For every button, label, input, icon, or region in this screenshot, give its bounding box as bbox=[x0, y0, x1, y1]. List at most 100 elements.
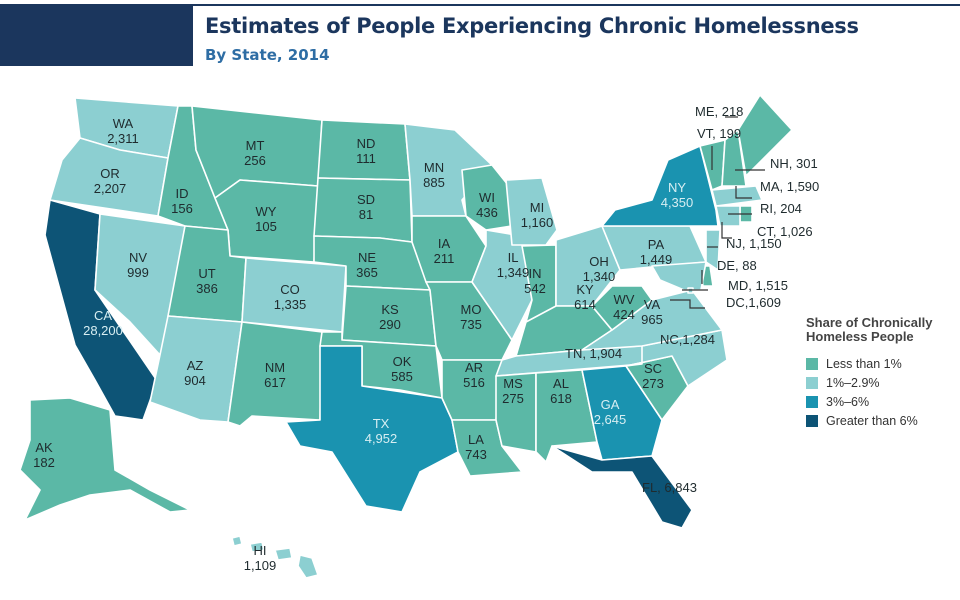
legend-swatch bbox=[806, 376, 818, 389]
state-value: 211 bbox=[434, 251, 455, 266]
state-label-oh: OH 1,340 bbox=[583, 254, 616, 284]
leader-line bbox=[735, 186, 752, 199]
state-label-nh: NH, 301 bbox=[770, 156, 818, 171]
state-abbr: OH bbox=[589, 254, 609, 269]
state-label-dc: DC,1,609 bbox=[726, 295, 781, 310]
state-mn bbox=[404, 123, 493, 217]
state-mi bbox=[505, 177, 558, 246]
state-value: 156 bbox=[171, 201, 193, 216]
state-label-nc: NC,1,284 bbox=[660, 332, 715, 347]
state-abbr: AL bbox=[553, 376, 569, 391]
state-fl bbox=[551, 445, 693, 529]
state-value: 273 bbox=[642, 376, 664, 391]
state-value: 1,160 bbox=[521, 215, 554, 230]
state-label-ne: NE 365 bbox=[356, 250, 378, 280]
state-value: 585 bbox=[391, 369, 413, 384]
state-label-ny: NY 4,350 bbox=[661, 180, 694, 210]
state-hi-island bbox=[274, 547, 293, 561]
state-label-ok: OK 585 bbox=[391, 354, 413, 384]
state-wv bbox=[591, 285, 653, 331]
state-value: 111 bbox=[356, 151, 376, 166]
header-bar bbox=[0, 4, 193, 66]
state-abbr: AZ bbox=[187, 358, 204, 373]
state-label-wv: WV 424 bbox=[613, 292, 635, 322]
state-abbr: ND bbox=[357, 136, 376, 151]
legend-swatch bbox=[806, 395, 818, 408]
state-label-ga: GA 2,645 bbox=[594, 397, 627, 427]
leader-line bbox=[670, 299, 705, 309]
state-abbr: PA bbox=[648, 237, 665, 252]
state-label-or: OR 2,207 bbox=[94, 166, 127, 196]
state-abbr: NY bbox=[668, 180, 686, 195]
state-value: 436 bbox=[476, 205, 498, 220]
state-label-tn: TN, 1,904 bbox=[565, 346, 622, 361]
state-value: 4,350 bbox=[661, 195, 694, 210]
legend-item: Less than 1% bbox=[806, 354, 960, 373]
state-abbr: IL bbox=[508, 250, 519, 265]
state-value: 735 bbox=[460, 317, 482, 332]
state-label-il: IL 1,349 bbox=[497, 250, 530, 280]
state-value: 2,645 bbox=[594, 412, 627, 427]
state-label-co: CO 1,335 bbox=[274, 282, 307, 312]
state-abbr: MT bbox=[246, 138, 265, 153]
state-abbr: HI bbox=[254, 543, 267, 558]
state-label-de: DE, 88 bbox=[717, 258, 757, 273]
map-subtitle: By State, 2014 bbox=[205, 46, 330, 64]
state-me bbox=[737, 94, 793, 177]
state-ms bbox=[495, 372, 537, 453]
state-value: 614 bbox=[574, 297, 596, 312]
state-abbr: MN bbox=[424, 160, 444, 175]
state-abbr: CA bbox=[94, 308, 112, 323]
state-value: 424 bbox=[613, 307, 635, 322]
state-abbr: IN bbox=[529, 266, 542, 281]
state-label-la: LA 743 bbox=[465, 432, 487, 462]
state-value: 290 bbox=[379, 317, 401, 332]
state-label-mo: MO 735 bbox=[460, 302, 482, 332]
state-label-sc: SC 273 bbox=[642, 361, 664, 391]
state-value: 1,349 bbox=[497, 265, 530, 280]
header-rule bbox=[193, 4, 960, 6]
state-value: 885 bbox=[423, 175, 445, 190]
legend-item: Greater than 6% bbox=[806, 411, 960, 430]
legend: Share of Chronically Homeless People Les… bbox=[806, 316, 960, 430]
state-tx bbox=[285, 345, 459, 513]
state-abbr: OR bbox=[100, 166, 120, 181]
state-label-ks: KS 290 bbox=[379, 302, 401, 332]
legend-item: 3%–6% bbox=[806, 392, 960, 411]
state-label-nd: ND 111 bbox=[356, 136, 376, 166]
state-value: 275 bbox=[502, 391, 524, 406]
state-label-nj: NJ, 1,150 bbox=[726, 236, 782, 251]
state-label-ms: MS 275 bbox=[502, 376, 524, 406]
state-label-fl: FL, 6,843 bbox=[642, 480, 697, 495]
state-label-ut: UT 386 bbox=[196, 266, 218, 296]
state-label-vt: VT, 199 bbox=[697, 126, 741, 141]
state-value: 516 bbox=[463, 375, 485, 390]
state-label-ar: AR 516 bbox=[463, 360, 485, 390]
state-abbr: CO bbox=[280, 282, 300, 297]
state-abbr: NV bbox=[129, 250, 147, 265]
state-label-ct: CT, 1,026 bbox=[757, 224, 813, 239]
state-nj bbox=[705, 229, 721, 271]
legend-item: 1%–2.9% bbox=[806, 373, 960, 392]
leader-line bbox=[721, 222, 732, 239]
state-label-me: ME, 218 bbox=[695, 104, 743, 119]
state-hi-island bbox=[231, 535, 243, 547]
state-value: 182 bbox=[33, 455, 55, 470]
state-value: 365 bbox=[356, 265, 378, 280]
map-title: Estimates of People Experiencing Chronic… bbox=[205, 14, 859, 38]
state-label-wa: WA 2,311 bbox=[107, 116, 139, 146]
state-value: 1,109 bbox=[244, 558, 277, 573]
state-abbr: KS bbox=[381, 302, 399, 317]
state-abbr: OK bbox=[393, 354, 412, 369]
state-abbr: KY bbox=[576, 282, 594, 297]
state-value: 256 bbox=[244, 153, 266, 168]
state-label-wi: WI 436 bbox=[476, 190, 498, 220]
state-abbr: VA bbox=[644, 297, 661, 312]
state-abbr: ID bbox=[176, 186, 189, 201]
state-ny bbox=[601, 145, 719, 227]
state-hi bbox=[297, 554, 319, 579]
state-value: 28,200 bbox=[83, 323, 123, 338]
state-abbr: AK bbox=[35, 440, 53, 455]
state-abbr: LA bbox=[468, 432, 484, 447]
